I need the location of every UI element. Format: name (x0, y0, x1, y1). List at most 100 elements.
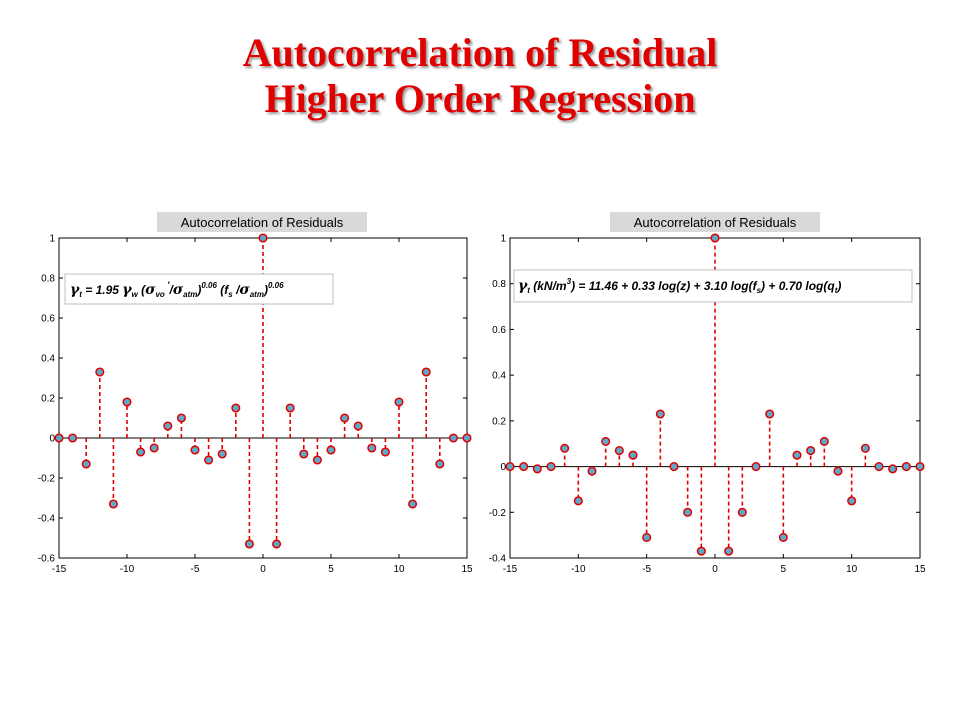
left-equation: γt = 1.95 γw (σvo ′/σatm)0.06 (fs /σatm)… (70, 280, 284, 299)
stem-marker (462, 433, 472, 443)
x-tick-label: -5 (191, 564, 200, 575)
stem-marker (819, 436, 829, 446)
stem-marker (669, 462, 679, 472)
y-tick-label: 1 (500, 234, 506, 245)
right-equation-box: γt (kN/m3) = 11.46 + 0.33 log(z) + 3.10 … (513, 269, 913, 303)
x-tick-label: 15 (914, 564, 926, 575)
stem-marker (587, 466, 597, 476)
stem-marker (573, 496, 583, 506)
stem-marker (532, 464, 542, 474)
y-tick-label: -0.2 (38, 474, 56, 485)
stem-marker (258, 233, 268, 243)
stem-marker (628, 450, 638, 460)
stem-marker (122, 397, 132, 407)
x-tick-label: -10 (120, 564, 135, 575)
x-tick-label: 5 (328, 564, 334, 575)
x-tick-label: -10 (571, 564, 586, 575)
stem-marker (642, 532, 652, 542)
stem-marker (888, 464, 898, 474)
stem-marker (176, 413, 186, 423)
x-tick-label: 10 (846, 564, 858, 575)
stem-marker (136, 447, 146, 457)
x-tick-label: -15 (52, 564, 67, 575)
y-tick-label: 0.4 (41, 354, 55, 365)
x-tick-label: 5 (781, 564, 787, 575)
stem-marker (108, 499, 118, 509)
stem-marker (874, 462, 884, 472)
stem-marker (340, 413, 350, 423)
y-tick-label: 0.8 (492, 279, 506, 290)
stem-marker (299, 449, 309, 459)
stem-marker (190, 445, 200, 455)
y-tick-label: -0.6 (38, 554, 56, 565)
stem-marker (272, 539, 282, 549)
stem-marker (696, 546, 706, 556)
x-tick-label: -15 (503, 564, 518, 575)
stem-marker (765, 409, 775, 419)
left-chart-title-bg (157, 212, 367, 232)
stem-marker (724, 546, 734, 556)
stem-marker (435, 459, 445, 469)
x-tick-label: 0 (712, 564, 718, 575)
y-tick-label: 1 (49, 234, 55, 245)
y-tick-label: 0.2 (41, 394, 55, 405)
stem-marker (394, 397, 404, 407)
stem-marker (847, 496, 857, 506)
stem-marker (68, 433, 78, 443)
stem-marker (367, 443, 377, 453)
right-autocorrelation-chart: Autocorrelation of Residuals -15 -10 -5 0 5 1… (489, 212, 926, 575)
left-equation-box: γt = 1.95 γw (σvo ′/σatm)0.06 (fs /σatm)… (64, 273, 334, 305)
y-tick-label: -0.2 (489, 508, 507, 519)
stem-marker (751, 462, 761, 472)
stem-marker (560, 443, 570, 453)
stem-marker (546, 462, 556, 472)
right-chart-title-bg (610, 212, 820, 232)
stem-marker (448, 433, 458, 443)
stem-marker (204, 455, 214, 465)
stem-marker (601, 436, 611, 446)
stem-marker (833, 466, 843, 476)
y-tick-label: 0 (500, 462, 506, 473)
right-axes: -15 -10 -5 0 5 10 15 1 0.8 0.6 0.4 0.2 0 -0.2 -0.4 (489, 234, 926, 576)
stem-marker (285, 403, 295, 413)
y-tick-label: 0.8 (41, 274, 55, 285)
stem-marker (505, 462, 515, 472)
x-tick-label: -5 (642, 564, 651, 575)
stem-marker (683, 507, 693, 517)
left-chart-title: Autocorrelation of Residuals (181, 215, 344, 230)
y-tick-label: 0.6 (492, 325, 506, 336)
left-axes: -15 -10 -5 0 5 10 15 1 0.8 0.6 0.4 0.2 0 -0.2 -0.4 -0.6 (38, 234, 473, 576)
slide-title-line-1: Autocorrelation of Residual (242, 30, 718, 75)
stem-marker (217, 449, 227, 459)
x-tick-label: 10 (393, 564, 405, 575)
stem-marker (326, 445, 336, 455)
stem-marker (408, 499, 418, 509)
stem-marker (737, 507, 747, 517)
stem-marker (710, 233, 720, 243)
stem-marker (806, 446, 816, 456)
stem-marker (519, 462, 529, 472)
stem-marker (149, 443, 159, 453)
stem-marker (54, 433, 64, 443)
right-chart-title: Autocorrelation of Residuals (634, 215, 797, 230)
stem-marker (915, 462, 925, 472)
stem-marker (778, 532, 788, 542)
stem-marker (312, 455, 322, 465)
left-autocorrelation-chart: Autocorrelation of Residuals -15 -10 -5 0 5 1… (38, 212, 473, 575)
y-tick-label: 0.6 (41, 314, 55, 325)
right-equation: γt (kN/m3) = 11.46 + 0.33 log(z) + 3.10 … (518, 277, 841, 295)
y-tick-label: 0.2 (492, 416, 506, 427)
x-tick-label: 0 (260, 564, 266, 575)
stem-marker (380, 447, 390, 457)
y-tick-label: 0 (49, 434, 55, 445)
stem-marker (163, 421, 173, 431)
stem-marker (81, 459, 91, 469)
x-tick-label: 15 (461, 564, 473, 575)
stem-marker (614, 446, 624, 456)
stem-marker (421, 367, 431, 377)
left-stems (54, 233, 472, 549)
slide-title-line-2: Higher Order Regression (264, 76, 696, 121)
slide-title: Autocorrelation of Residual Higher Order… (0, 30, 960, 122)
stem-marker (792, 450, 802, 460)
